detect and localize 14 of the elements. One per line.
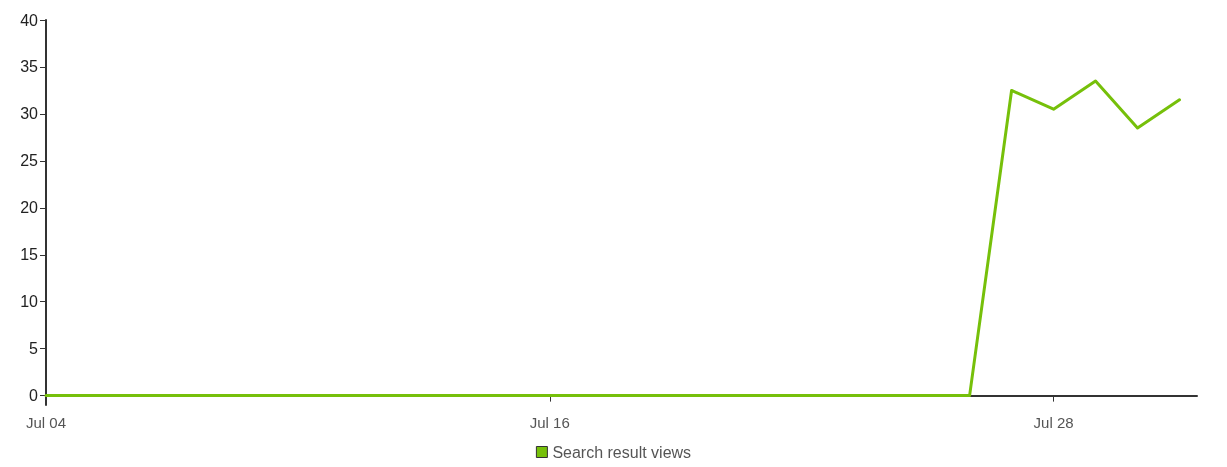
line-series — [44, 79, 1182, 398]
y-tick-label: 5 — [29, 340, 39, 358]
y-tick-label: 20 — [20, 199, 39, 217]
y-tick-label: 35 — [20, 58, 39, 76]
y-tick-label: 40 — [20, 11, 39, 29]
x-tick-label: Jul 04 — [25, 414, 67, 431]
x-tick-label: Jul 28 — [1033, 414, 1074, 431]
y-tick-label: 25 — [20, 152, 39, 170]
y-tick-label: 15 — [20, 246, 39, 264]
y-tick-label: 0 — [29, 387, 39, 405]
y-tick-label: 30 — [20, 105, 39, 123]
legend-label: Search result views — [552, 443, 692, 461]
x-tick-label: Jul 16 — [529, 414, 570, 431]
y-tick-label: 10 — [20, 293, 39, 311]
